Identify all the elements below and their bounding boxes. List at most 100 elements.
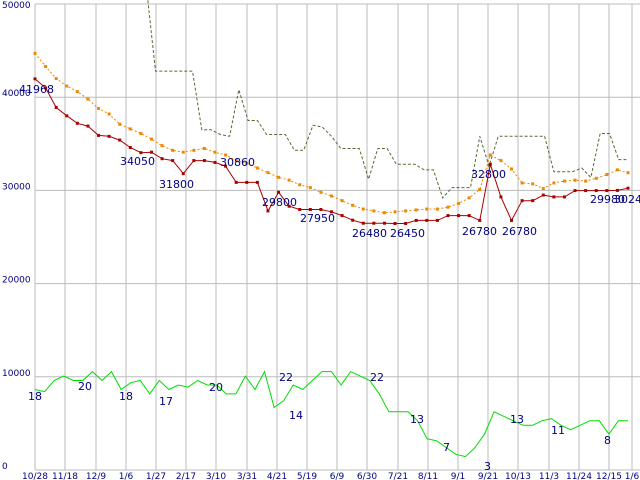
moving-average-point <box>224 153 228 157</box>
moving-average-point <box>75 90 79 94</box>
price-point <box>404 221 408 225</box>
price-point <box>446 214 450 218</box>
price-point <box>160 157 164 161</box>
volume-data-label: 18 <box>28 390 42 403</box>
price-point <box>478 218 482 222</box>
price-point <box>573 189 577 193</box>
price-point <box>330 210 333 214</box>
x-tick-label: 3/31 <box>237 472 257 480</box>
upper-band-line <box>147 0 628 199</box>
price-data-label: 26450 <box>390 227 425 240</box>
moving-average-point <box>372 209 376 213</box>
x-tick-label: 1/27 <box>146 472 166 480</box>
moving-average-point <box>287 178 291 182</box>
price-point <box>393 221 397 225</box>
price-data-label: 26780 <box>502 225 537 238</box>
price-data-label: 26780 <box>462 225 497 238</box>
moving-average-point <box>594 176 598 180</box>
moving-average-point <box>457 201 461 205</box>
volume-data-label: 14 <box>289 409 303 422</box>
x-tick-label: 7/21 <box>388 472 408 480</box>
price-point <box>615 188 619 192</box>
x-tick-label: 3/10 <box>206 472 226 480</box>
price-point <box>149 150 153 154</box>
moving-average-point <box>255 166 259 170</box>
price-data-label: 41968 <box>19 83 54 96</box>
price-point <box>541 193 545 197</box>
volume-data-label: 7 <box>443 441 450 454</box>
moving-average-point <box>319 190 323 194</box>
x-tick-label: 4/21 <box>267 472 287 480</box>
price-point <box>118 138 122 142</box>
price-point <box>33 77 37 81</box>
price-point <box>266 209 270 213</box>
price-point <box>372 221 376 225</box>
price-data-label: 30240 <box>614 193 640 206</box>
price-point <box>298 208 302 212</box>
price-point <box>44 86 48 90</box>
moving-average-point <box>510 167 514 171</box>
price-point <box>245 180 249 184</box>
price-point <box>520 199 524 203</box>
moving-average-point <box>107 112 111 116</box>
price-point <box>308 208 312 212</box>
moving-average-point <box>584 179 588 183</box>
price-data-label: 26480 <box>352 227 387 240</box>
price-point <box>128 146 132 150</box>
price-point <box>287 204 291 208</box>
moving-average-point <box>330 194 333 198</box>
price-point <box>107 134 111 138</box>
price-data-label: 30860 <box>220 156 255 169</box>
moving-average-point <box>414 208 418 212</box>
price-point <box>382 221 386 225</box>
moving-average-point <box>213 150 217 154</box>
price-point <box>75 121 79 125</box>
moving-average-point <box>54 77 58 81</box>
moving-average-point <box>541 187 545 191</box>
moving-average-point <box>160 144 164 148</box>
volume-data-label: 13 <box>410 413 424 426</box>
moving-average-point <box>520 181 524 185</box>
y-tick-label: 30000 <box>2 182 31 192</box>
price-point <box>86 124 90 128</box>
price-point <box>467 214 471 218</box>
moving-average-point <box>552 181 556 185</box>
x-tick-label: 5/19 <box>297 472 317 480</box>
price-point <box>584 189 588 193</box>
price-point <box>192 159 196 163</box>
x-tick-label: 12/15 <box>596 472 622 480</box>
price-point <box>351 218 355 222</box>
series-points <box>33 51 630 225</box>
moving-average-point <box>44 64 48 68</box>
moving-average-point <box>488 153 492 157</box>
moving-average-point <box>266 171 270 175</box>
price-point <box>319 208 323 212</box>
price-data-label: 32800 <box>471 168 506 181</box>
price-point <box>340 214 344 218</box>
moving-average-point <box>234 159 238 163</box>
moving-average-point <box>202 146 206 150</box>
volume-data-label: 11 <box>551 424 565 437</box>
moving-average-point <box>118 122 122 126</box>
price-line <box>34 78 629 224</box>
moving-average-point <box>277 175 281 179</box>
moving-average-point <box>499 159 503 163</box>
price-data-label: 29800 <box>262 196 297 209</box>
moving-average-point <box>361 207 365 211</box>
price-point <box>499 195 503 199</box>
moving-average-point <box>562 179 566 183</box>
moving-average-point <box>128 127 132 131</box>
moving-average-point <box>33 51 37 55</box>
y-tick-label: 20000 <box>2 276 31 286</box>
x-tick-label: 11/3 <box>539 472 559 480</box>
x-tick-label: 6/9 <box>330 472 345 480</box>
price-point <box>234 180 238 184</box>
volume-data-label: 3 <box>484 460 491 473</box>
price-point <box>531 199 535 203</box>
price-point <box>425 218 429 222</box>
price-point <box>435 218 439 222</box>
price-point <box>605 189 609 193</box>
y-tick-label: 10000 <box>2 369 31 379</box>
